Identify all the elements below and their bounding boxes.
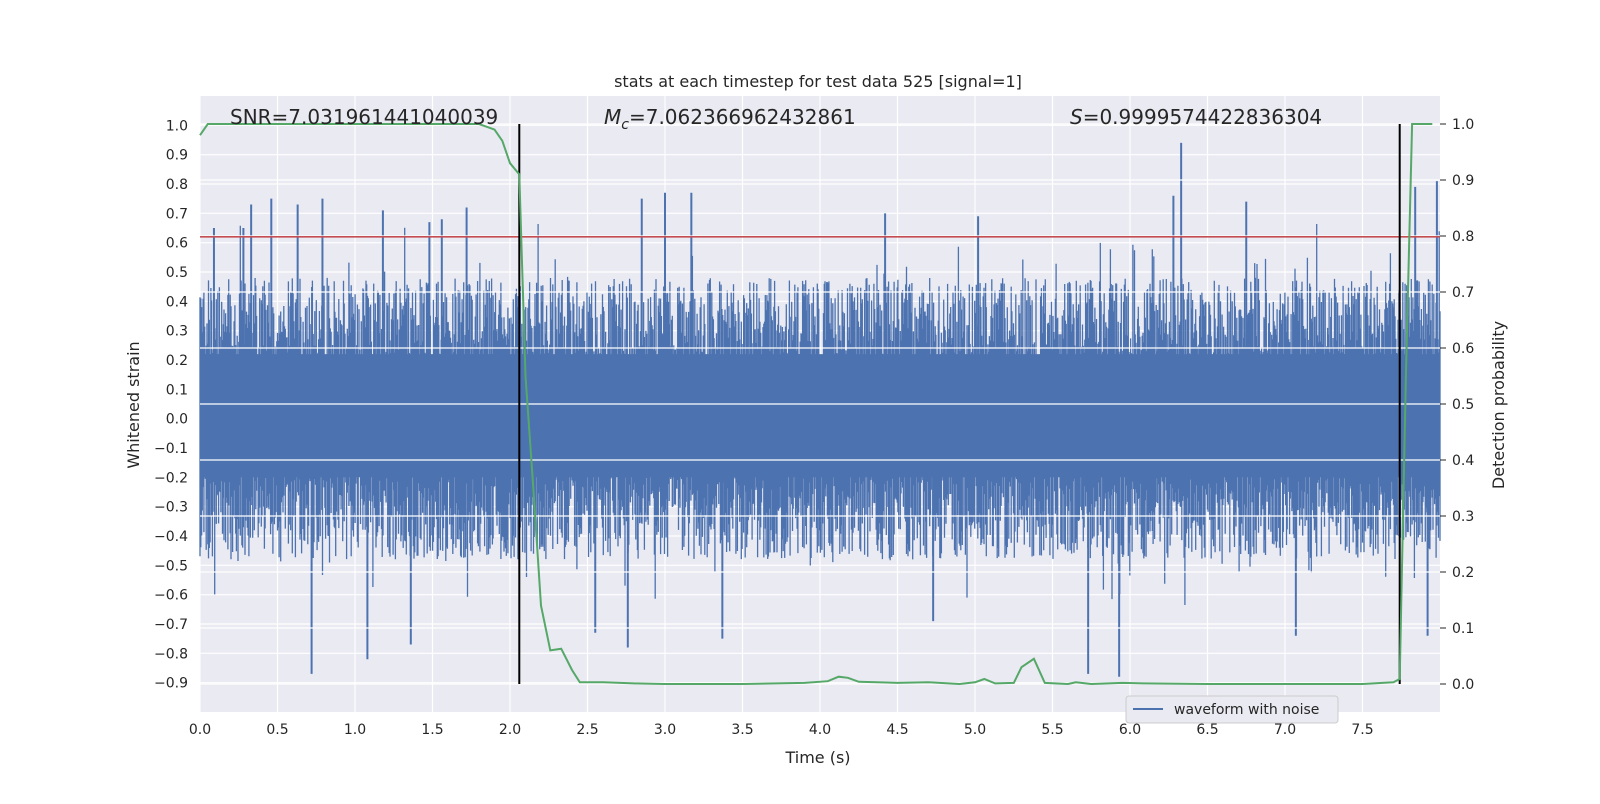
x-axis-label: Time (s) [784,748,850,767]
y-left-tick-label: 1.0 [166,118,188,134]
chirp-mass-symbol: M [604,105,621,129]
y-left-tick-label: −0.8 [154,646,188,662]
y-left-tick-label: −0.1 [154,441,188,457]
y-left-tick-label: 0.3 [166,324,188,340]
y-left-tick-label: 0.4 [166,294,188,310]
chirp-mass-annotation: Mc=7.062366962432861 [604,105,856,133]
legend-box [1125,695,1339,724]
y-right-tick-label: 0.8 [1452,229,1474,245]
y-right-tick-label: 0.3 [1452,509,1474,525]
ticks: 0.0 0.5 1.0 1.5 2.0 2.5 3.0 3.5 4.0 4.5 5.0 5.5 6.0 6… [154,117,1474,738]
y-left-tick-label: −0.9 [154,676,188,692]
legend: waveform with noise [1125,695,1339,724]
y-left-tick-label: 0.5 [166,265,188,281]
y-left-tick-label: −0.3 [154,500,188,516]
y-left-tick-label: −0.6 [154,588,188,604]
x-tick-label: 5.5 [1041,722,1063,738]
y-axis-label-right: Detection probability [1489,321,1508,489]
y-left-tick-label: 0.9 [166,148,188,164]
y-right-tick-label: 0.0 [1452,677,1474,693]
x-tick-label: 0.5 [266,722,288,738]
x-tick-label: 1.0 [344,722,366,738]
y-left-tick-label: −0.5 [154,558,188,574]
y-left-tick-label: 0.1 [166,382,188,398]
y-left-tick-label: 0.0 [166,412,188,428]
significance-symbol: S [1070,105,1083,129]
legend-label: waveform with noise [1174,702,1319,718]
x-tick-label: 3.5 [731,722,753,738]
y-right-tick-label: 1.0 [1452,117,1474,133]
x-tick-label: 3.0 [654,722,676,738]
y-right-tick-label: 0.6 [1452,341,1474,357]
y-right-tick-label: 0.2 [1452,565,1474,581]
y-right-tick-label: 0.1 [1452,621,1474,637]
x-tick-label: 4.5 [886,722,908,738]
x-tick-label: 5.0 [964,722,986,738]
x-tick-label: 2.0 [499,722,521,738]
significance-annotation: S=0.9999574422836304 [1070,105,1322,129]
y-right-tick-label: 0.9 [1452,173,1474,189]
y-right-tick-label: 0.4 [1452,453,1474,469]
x-tick-label: 7.0 [1274,722,1296,738]
detection-probability-line [199,123,1433,686]
chart-title: stats at each timestep for test data 525… [614,72,1022,91]
x-tick-label: 2.5 [576,722,598,738]
snr-annotation: SNR=7.031961441040039 [230,105,498,129]
y-left-tick-label: 0.6 [166,236,188,252]
y-left-tick-label: 0.7 [166,206,188,222]
significance-value: =0.9999574422836304 [1083,105,1322,129]
right-axis-grid [200,123,1440,685]
x-tick-label: 1.5 [421,722,443,738]
waveform-core [200,354,1440,478]
y-left-tick-label: −0.7 [154,617,188,633]
chirp-mass-value: =7.062366962432861 [629,105,856,129]
y-left-tick-label: −0.4 [154,529,188,545]
chirp-mass-subscript: c [621,117,629,133]
x-tick-label: 6.0 [1119,722,1141,738]
waveform-series [199,142,1441,677]
y-right-tick-label: 0.5 [1452,397,1474,413]
x-tick-label: 4.0 [809,722,831,738]
y-axis-label-left: Whitened strain [124,341,143,468]
x-tick-label: 6.5 [1196,722,1218,738]
y-left-tick-label: −0.2 [154,470,188,486]
x-tick-label: 0.0 [189,722,211,738]
overlay-lines [199,123,1440,686]
x-tick-label: 7.5 [1351,722,1373,738]
y-right-tick-label: 0.7 [1452,285,1474,301]
y-left-tick-label: 0.8 [166,177,188,193]
y-left-tick-label: 0.2 [166,353,188,369]
